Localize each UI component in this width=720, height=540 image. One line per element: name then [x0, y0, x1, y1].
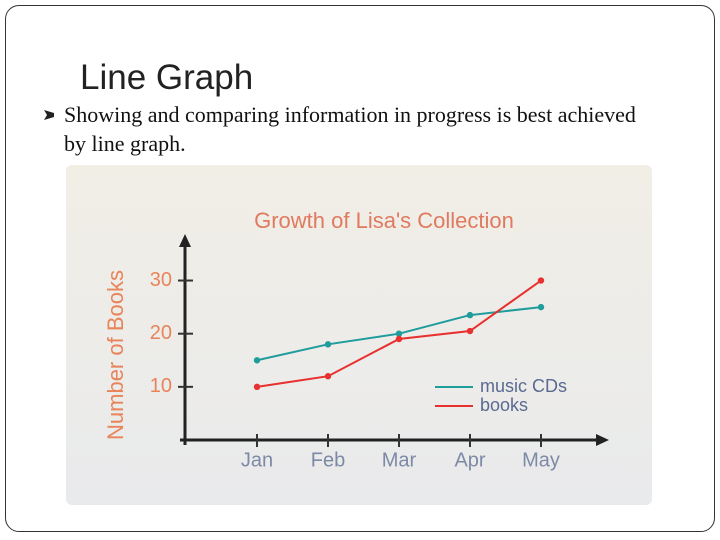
point: [324, 341, 332, 348]
bullet-text: Showing and comparing information in pro…: [64, 102, 636, 156]
slide-frame: [5, 5, 715, 532]
x-tick-label: Mar: [382, 449, 417, 471]
legend-label: music CDs: [480, 376, 567, 396]
y-tick-label: 20: [150, 322, 172, 344]
point: [253, 383, 261, 391]
point: [537, 303, 545, 311]
point: [466, 327, 474, 335]
x-tick-label: May: [522, 449, 560, 471]
point: [324, 373, 332, 380]
y-arrow: [179, 234, 191, 247]
point: [395, 330, 403, 337]
slide-title: Line Graph: [80, 58, 254, 97]
y-axis-label: Number of Books: [103, 270, 128, 440]
x-tick-label: Jan: [241, 449, 273, 471]
y-tick-label: 10: [150, 375, 172, 397]
point: [466, 311, 474, 319]
x-tick-label: Apr: [454, 449, 485, 471]
x-arrow: [596, 434, 609, 446]
chart-background: [66, 165, 652, 505]
point: [253, 357, 261, 364]
x-tick-label: Feb: [311, 449, 345, 471]
point: [537, 277, 545, 284]
chart-title: Growth of Lisa's Collection: [254, 208, 514, 233]
legend-label: books: [480, 395, 528, 415]
y-tick-label: 30: [150, 269, 172, 291]
bullet-marker: [44, 110, 54, 120]
point: [395, 335, 403, 343]
